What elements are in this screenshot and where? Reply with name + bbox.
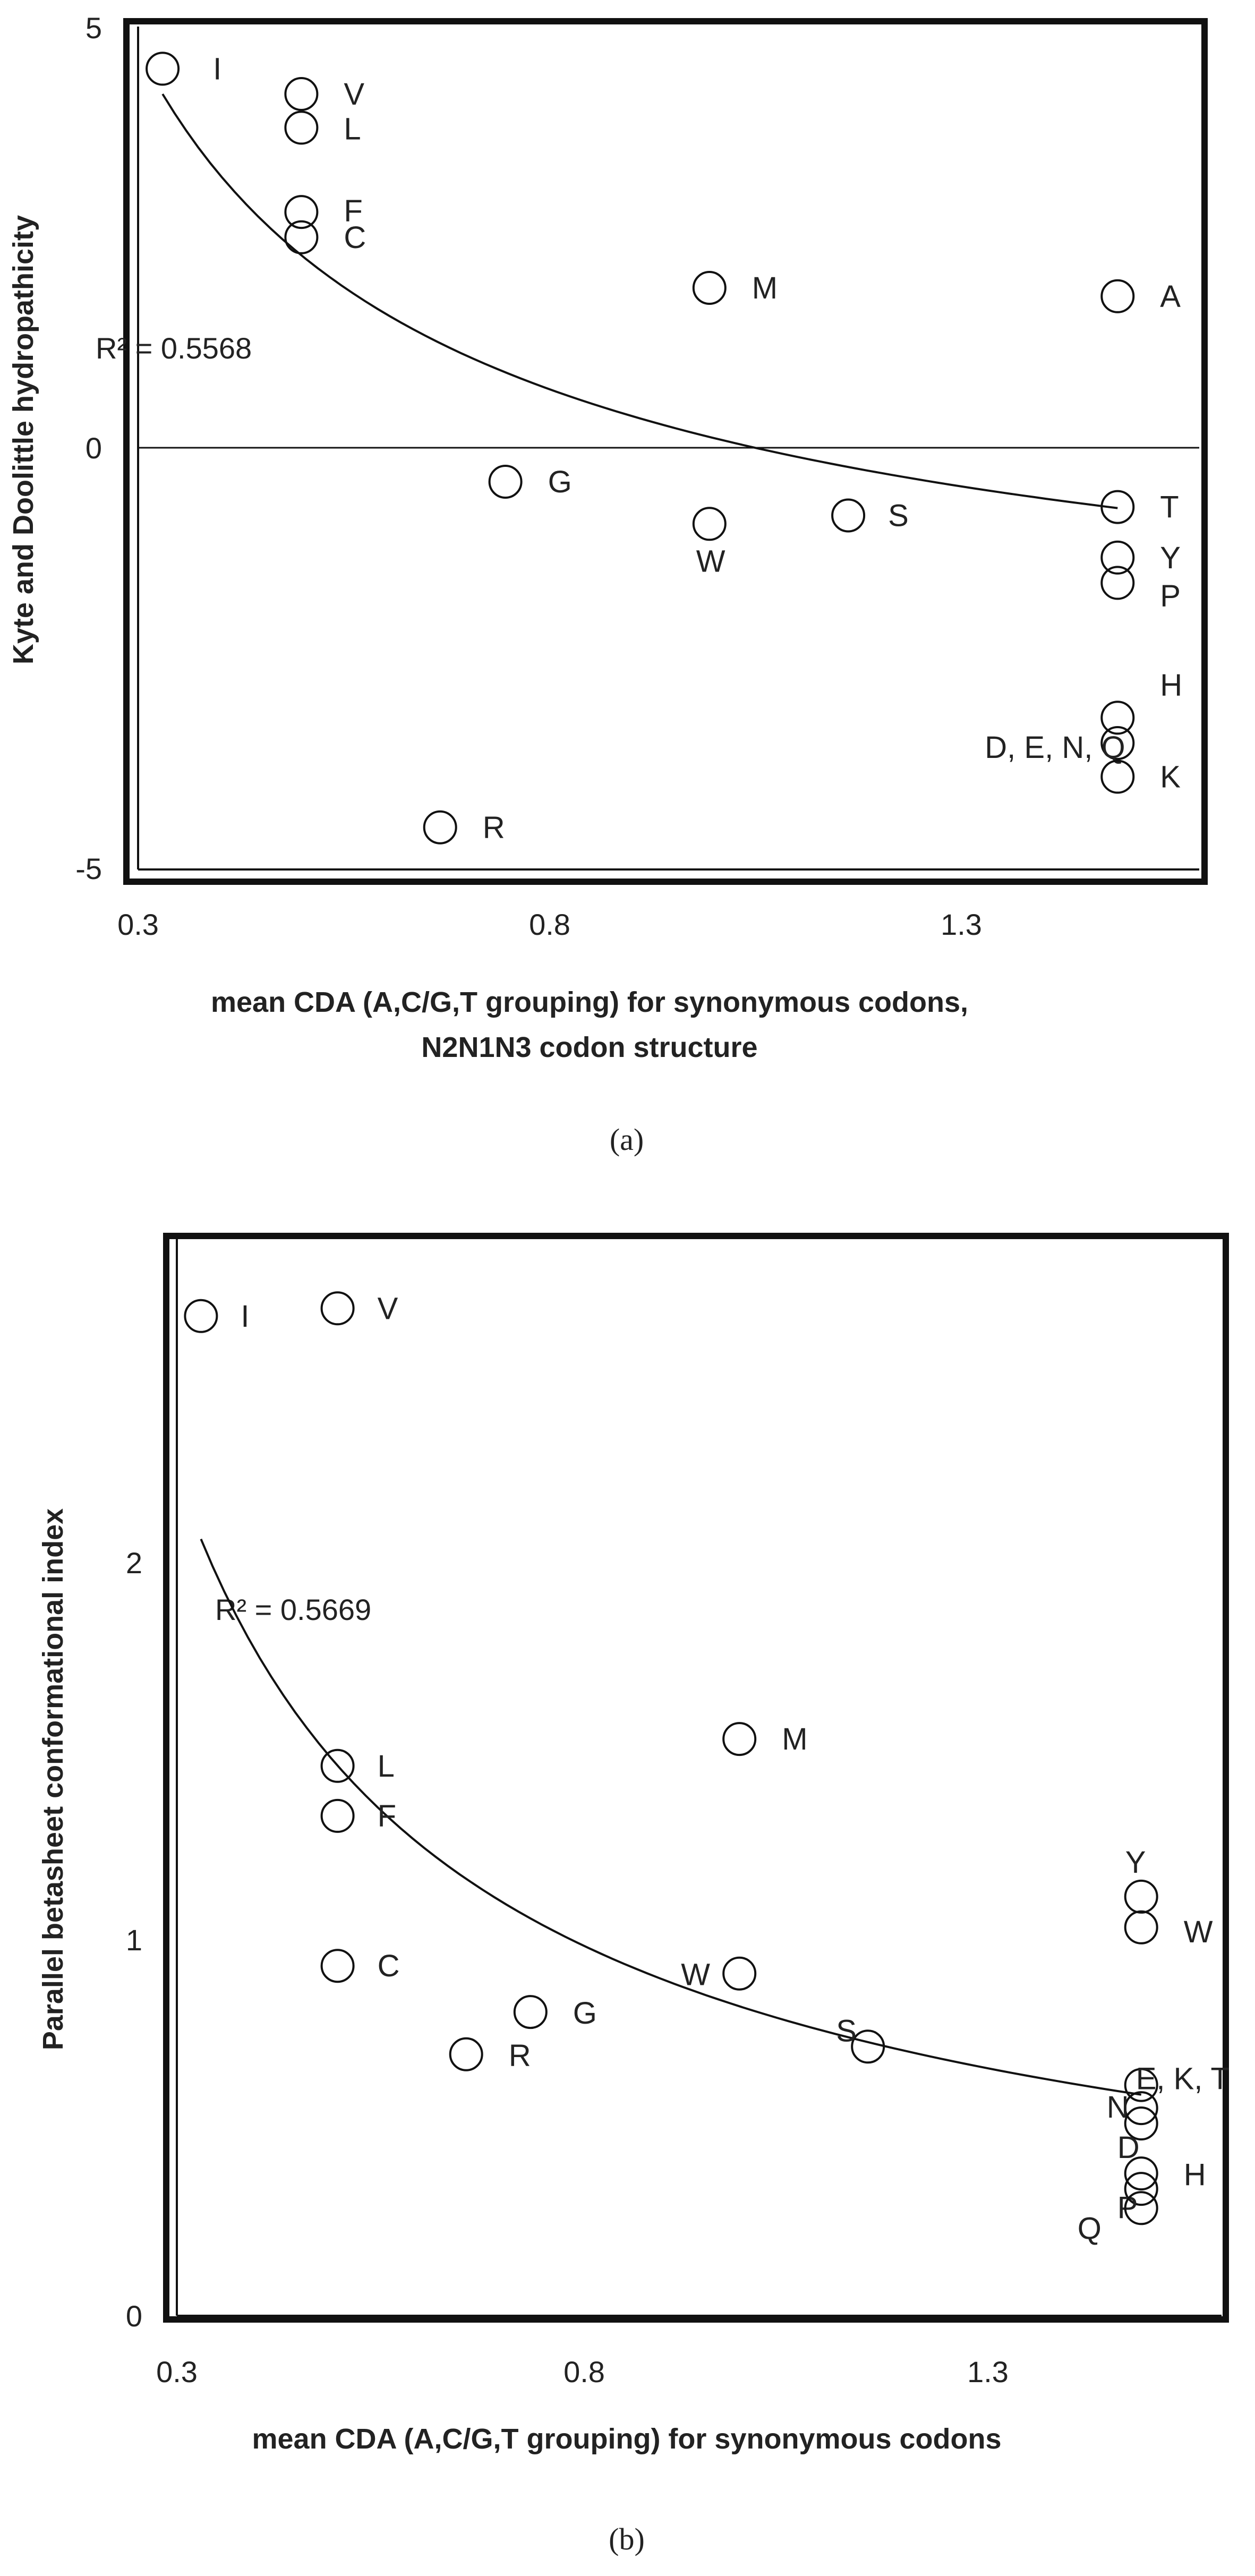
- chart-a-point-label: Y: [1160, 541, 1181, 575]
- chart-b-point-label: Q: [1078, 2211, 1102, 2246]
- chart-a-x-axis-title: mean CDA (A,C/G,T grouping) for synonymo…: [211, 986, 968, 1018]
- chart-b-point: [320, 1748, 355, 1783]
- chart-a-point: [146, 52, 180, 86]
- chart-b-point-label: W: [1184, 1915, 1213, 1949]
- chart-a-point: [1100, 490, 1135, 524]
- chart-a-ytick-label: 5: [86, 11, 102, 45]
- chart-a-trendline: [161, 93, 1118, 509]
- chart-b-point-label: F: [378, 1799, 396, 1833]
- chart-b-point: [1124, 2091, 1158, 2126]
- chart-b-point: [1124, 2191, 1158, 2225]
- chart-a-point: [831, 498, 866, 533]
- chart-a-point-label: P: [1160, 578, 1181, 613]
- chart-a-xtick-label: 1.3: [941, 908, 982, 941]
- chart-a: 5 0 -5 0.3 0.8 1.3 Kyte and Doolittle hy…: [7, 11, 1208, 1157]
- chart-a-point: [423, 810, 457, 845]
- chart-a-xtick-label: 0.8: [529, 908, 570, 941]
- chart-b-trendline: [200, 1538, 1142, 2096]
- chart-b-point-label: G: [573, 1996, 597, 2031]
- chart-a-point-label: S: [888, 499, 909, 533]
- chart-a-y-axis-title: Kyte and Doolittle hydropathicity: [7, 215, 39, 664]
- chart-b-ytick-label: 2: [126, 1546, 142, 1580]
- chart-b-point: [320, 1949, 355, 1983]
- chart-b-point-label: E, K, T: [1136, 2062, 1230, 2096]
- chart-a-frame: [123, 18, 1208, 885]
- chart-b-point-label: R: [509, 2038, 531, 2073]
- chart-b-point-label: S: [836, 2014, 857, 2048]
- chart-a-point-label: A: [1160, 279, 1181, 314]
- chart-a-point-label: G: [548, 465, 572, 499]
- chart-a-r2-label: R² = 0.5568: [96, 331, 252, 365]
- chart-a-point-label: R: [483, 811, 505, 845]
- chart-b-x-axis-title: mean CDA (A,C/G,T grouping) for synonymo…: [252, 2423, 1001, 2455]
- chart-b-point: [449, 2037, 483, 2071]
- chart-a-ytick-label: 0: [86, 431, 102, 465]
- chart-b-point: [1124, 2172, 1158, 2206]
- chart-a-point: [284, 195, 319, 229]
- chart-a-xtick-label: 0.3: [117, 908, 159, 941]
- chart-a-point: [284, 77, 319, 111]
- chart-b-point: [1124, 2068, 1158, 2102]
- chart-a-point-label: V: [344, 77, 364, 112]
- chart-b-point-label: C: [378, 1949, 400, 1983]
- chart-a-point-label: L: [344, 112, 361, 146]
- chart-a-point: [1100, 760, 1135, 794]
- chart-a-point: [284, 220, 319, 254]
- chart-b-xtick-label: 1.3: [967, 2355, 1009, 2389]
- chart-a-point-label: I: [213, 52, 221, 86]
- chart-a-caption: (a): [610, 1122, 644, 1157]
- chart-b-r2-label: R² = 0.5669: [215, 1593, 371, 1626]
- chart-b-ytick-label: 1: [126, 1923, 142, 1957]
- chart-a-point: [1100, 701, 1135, 735]
- chart-b-point: [1124, 1879, 1158, 1914]
- chart-a-point-label: W: [696, 544, 725, 578]
- chart-b-point: [320, 1291, 355, 1326]
- chart-a-point: [488, 465, 523, 499]
- chart-a-point-label: D, E, N, Q: [985, 730, 1125, 765]
- chart-b-point-label: H: [1184, 2157, 1206, 2192]
- chart-a-x-axis-title-line2: N2N1N3 codon structure: [421, 1031, 757, 1063]
- chart-b-caption: (b): [609, 2522, 645, 2556]
- chart-b-xtick-label: 0.8: [564, 2355, 605, 2389]
- chart-a-point-label: K: [1160, 760, 1181, 794]
- chart-b-point-label: P: [1117, 2190, 1138, 2225]
- chart-a-points: I VL FC M A G W S TYP H D, E, N, Q K R: [146, 52, 1182, 845]
- chart-b-point-label: D: [1117, 2130, 1140, 2165]
- chart-b-point: [722, 1956, 757, 1991]
- chart-a-point: [1100, 726, 1135, 760]
- chart-a-point: [692, 271, 727, 305]
- chart-a-point-label: F: [344, 194, 362, 228]
- chart-b-xtick-label: 0.3: [156, 2355, 198, 2389]
- chart-a-point-label: H: [1160, 668, 1182, 702]
- chart-a-ytick-label: -5: [75, 852, 102, 885]
- chart-b-point: [1124, 2106, 1158, 2140]
- chart-b-y-axis-title: Parallel betasheet conformational index: [37, 1508, 69, 2050]
- chart-a-point: [1100, 566, 1135, 600]
- chart-b-ytick-label: 0: [126, 2299, 142, 2333]
- chart-b: 2 1 0 0.3 0.8 1.3 Parallel betasheet con…: [37, 1233, 1230, 2556]
- chart-b-point: [1124, 2156, 1158, 2191]
- chart-b-point: [513, 1995, 548, 2029]
- chart-b-point-label: L: [378, 1749, 395, 1784]
- chart-a-point: [1100, 540, 1135, 575]
- chart-b-point-label: M: [782, 1722, 807, 1756]
- chart-b-point: [1124, 1910, 1158, 1944]
- chart-a-point: [1100, 279, 1135, 313]
- chart-b-point-label: Y: [1125, 1845, 1146, 1880]
- chart-b-point-label: V: [378, 1291, 398, 1326]
- chart-a-point-label: M: [752, 271, 778, 305]
- chart-b-point-label: I: [241, 1299, 249, 1334]
- chart-a-point: [284, 110, 319, 145]
- chart-b-point-label: W: [681, 1958, 710, 1992]
- chart-b-frame: [163, 1233, 1229, 2323]
- chart-a-point-label: T: [1160, 490, 1179, 525]
- chart-b-point: [851, 2029, 885, 2064]
- chart-b-point: [722, 1722, 757, 1756]
- chart-b-point: [320, 1798, 355, 1833]
- chart-a-point-label: C: [344, 220, 366, 255]
- chart-b-point: [184, 1299, 218, 1333]
- chart-a-point: [692, 507, 727, 541]
